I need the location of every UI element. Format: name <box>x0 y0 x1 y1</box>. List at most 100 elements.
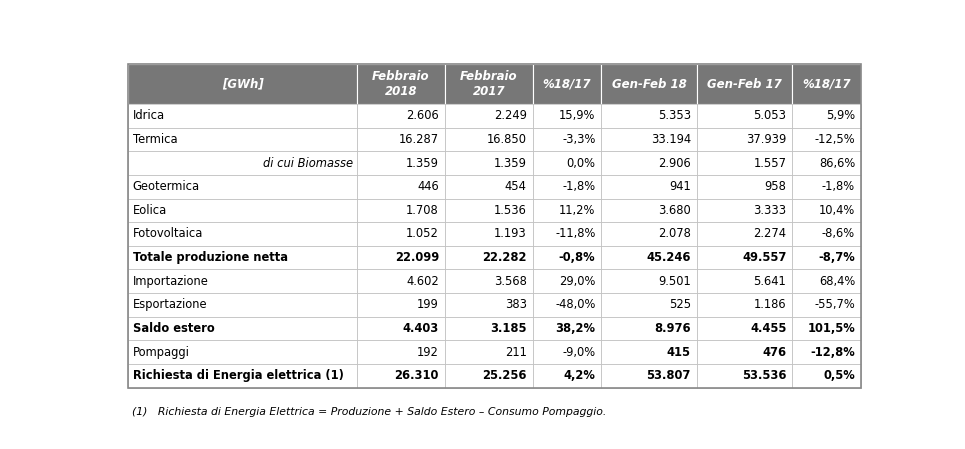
Text: Febbraio
2017: Febbraio 2017 <box>460 70 517 98</box>
Bar <box>601 340 697 364</box>
Text: 4,2%: 4,2% <box>564 369 595 382</box>
Text: -9,0%: -9,0% <box>563 346 595 359</box>
Text: 101,5%: 101,5% <box>808 322 855 335</box>
Text: 211: 211 <box>505 346 527 359</box>
Text: 3.680: 3.680 <box>658 204 691 217</box>
Bar <box>533 246 601 269</box>
Text: 958: 958 <box>764 180 786 193</box>
Bar <box>533 151 601 175</box>
Text: 2.906: 2.906 <box>658 157 691 170</box>
Text: 192: 192 <box>417 346 439 359</box>
Bar <box>357 222 445 246</box>
Bar <box>601 222 697 246</box>
Bar <box>128 104 357 128</box>
Bar <box>533 198 601 222</box>
Bar <box>128 317 357 340</box>
Bar <box>601 246 697 269</box>
Bar <box>792 317 861 340</box>
Bar <box>445 128 533 151</box>
Text: -8,7%: -8,7% <box>818 251 855 264</box>
Bar <box>128 269 357 293</box>
Bar <box>792 222 861 246</box>
Bar <box>128 222 357 246</box>
Bar <box>697 198 792 222</box>
Text: 3.568: 3.568 <box>494 275 527 288</box>
Bar <box>697 364 792 387</box>
Bar <box>357 64 445 104</box>
Bar <box>533 175 601 198</box>
Bar <box>792 198 861 222</box>
Bar <box>357 340 445 364</box>
Text: -1,8%: -1,8% <box>822 180 855 193</box>
Bar <box>128 198 357 222</box>
Bar <box>601 364 697 387</box>
Text: 33.194: 33.194 <box>650 133 691 146</box>
Bar <box>128 340 357 364</box>
Text: 4.602: 4.602 <box>406 275 439 288</box>
Text: di cui Biomasse: di cui Biomasse <box>262 157 352 170</box>
Text: %18/17: %18/17 <box>543 78 592 91</box>
Bar <box>697 293 792 317</box>
Text: 8.976: 8.976 <box>654 322 691 335</box>
Text: -12,8%: -12,8% <box>811 346 855 359</box>
Text: 2.249: 2.249 <box>494 109 527 122</box>
Bar <box>792 293 861 317</box>
Text: -12,5%: -12,5% <box>814 133 855 146</box>
Text: 0,5%: 0,5% <box>823 369 855 382</box>
Text: 1.186: 1.186 <box>754 298 786 311</box>
Bar <box>357 128 445 151</box>
Bar <box>128 364 357 387</box>
Bar <box>128 64 357 104</box>
Text: 49.557: 49.557 <box>742 251 786 264</box>
Text: -48,0%: -48,0% <box>555 298 595 311</box>
Bar <box>445 317 533 340</box>
Text: 1.359: 1.359 <box>406 157 439 170</box>
Text: 3.185: 3.185 <box>490 322 527 335</box>
Bar <box>792 246 861 269</box>
Text: 0,0%: 0,0% <box>566 157 595 170</box>
Text: Gen-Feb 17: Gen-Feb 17 <box>707 78 782 91</box>
Text: 383: 383 <box>505 298 527 311</box>
Text: 22.099: 22.099 <box>395 251 439 264</box>
Text: -8,6%: -8,6% <box>822 228 855 241</box>
Text: 2.606: 2.606 <box>406 109 439 122</box>
Bar <box>601 104 697 128</box>
Bar <box>792 64 861 104</box>
Text: 5.641: 5.641 <box>754 275 786 288</box>
Bar <box>357 246 445 269</box>
Bar <box>533 222 601 246</box>
Bar <box>697 175 792 198</box>
Bar <box>445 246 533 269</box>
Text: 25.256: 25.256 <box>482 369 527 382</box>
Text: Esportazione: Esportazione <box>132 298 207 311</box>
Text: 525: 525 <box>669 298 691 311</box>
Bar <box>357 151 445 175</box>
Bar <box>128 293 357 317</box>
Text: Febbraio
2018: Febbraio 2018 <box>372 70 429 98</box>
Bar <box>601 269 697 293</box>
Text: 1.052: 1.052 <box>406 228 439 241</box>
Text: 4.455: 4.455 <box>750 322 786 335</box>
Text: 476: 476 <box>762 346 786 359</box>
Bar <box>533 364 601 387</box>
Bar <box>445 222 533 246</box>
Bar <box>445 364 533 387</box>
Text: -11,8%: -11,8% <box>555 228 595 241</box>
Text: 53.807: 53.807 <box>647 369 691 382</box>
Bar <box>697 128 792 151</box>
Bar <box>533 269 601 293</box>
Bar <box>533 104 601 128</box>
Bar <box>601 175 697 198</box>
Text: 3.333: 3.333 <box>754 204 786 217</box>
Text: 37.939: 37.939 <box>746 133 786 146</box>
Text: 15,9%: 15,9% <box>559 109 595 122</box>
Text: %18/17: %18/17 <box>803 78 851 91</box>
Bar <box>357 198 445 222</box>
Bar <box>357 317 445 340</box>
Text: Termica: Termica <box>132 133 178 146</box>
Text: 68,4%: 68,4% <box>818 275 855 288</box>
Text: Geotermica: Geotermica <box>132 180 200 193</box>
Text: 446: 446 <box>417 180 439 193</box>
Bar <box>357 104 445 128</box>
Bar <box>697 317 792 340</box>
